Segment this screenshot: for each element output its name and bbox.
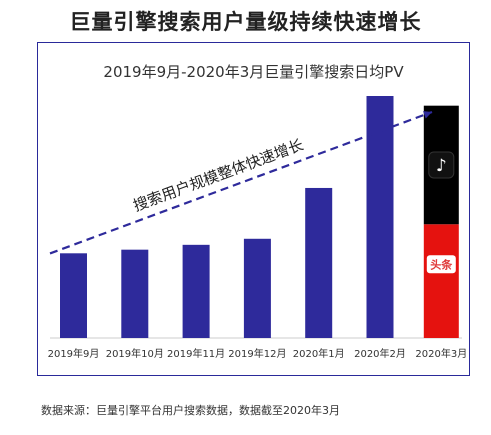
- bar-segment-toutiao: [423, 224, 459, 338]
- source-note: 数据来源：巨量引擎平台用户搜索数据，数据截至2020年3月: [41, 404, 340, 417]
- toutiao-badge-label: 头条: [430, 257, 453, 271]
- douyin-logo-glyph: ♪: [436, 156, 447, 176]
- douyin-logo-icon: [428, 151, 455, 179]
- bar-4: [243, 238, 271, 338]
- x-tick-label: 2020年3月: [415, 347, 467, 360]
- bar-5: [305, 187, 333, 338]
- chart-title: 2019年9月-2020年3月巨量引擎搜索日均PV: [103, 63, 404, 81]
- page-title: 巨量引擎搜索用户量级持续快速增长: [69, 10, 422, 34]
- x-tick-label: 2019年11月: [167, 347, 225, 360]
- bar-6: [366, 96, 394, 338]
- trend-arrowhead: [423, 111, 432, 119]
- trend-annotation-label: 搜索用户规模整体快速增长: [131, 136, 306, 215]
- x-tick-label: 2020年2月: [354, 347, 406, 360]
- x-tick-label: 2019年9月: [48, 347, 100, 360]
- bar-2: [121, 249, 149, 338]
- x-tick-label: 2020年1月: [293, 347, 345, 360]
- x-tick-label: 2019年10月: [106, 347, 164, 360]
- bar-1: [60, 253, 87, 338]
- bar-3: [182, 244, 210, 338]
- trend-line: [49, 110, 433, 255]
- x-tick-label: 2019年12月: [228, 347, 286, 360]
- toutiao-logo-icon: [426, 255, 456, 274]
